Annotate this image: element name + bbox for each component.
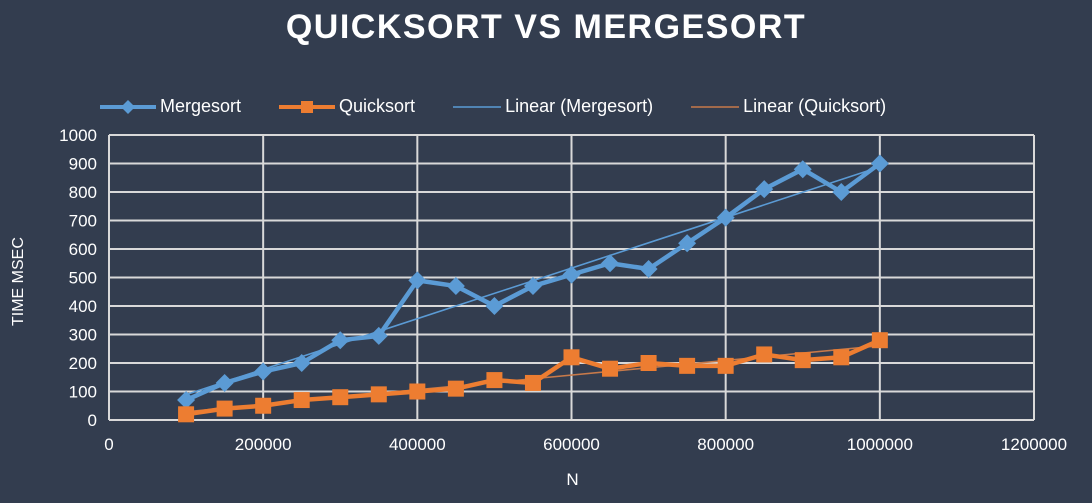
square-marker: [640, 355, 657, 371]
diamond-marker: [331, 331, 350, 350]
y-tick-label: 600: [69, 240, 97, 259]
y-tick-label: 1000: [59, 126, 97, 145]
square-marker: [524, 374, 541, 391]
legend-item-quicksort: Quicksort: [279, 96, 415, 117]
diamond-marker: [254, 362, 273, 381]
square-marker: [178, 406, 195, 423]
legend-label: Linear (Quicksort): [743, 96, 887, 116]
diamond-marker: [755, 180, 774, 199]
y-tick-label: 500: [69, 269, 97, 288]
y-tick-label: 300: [69, 326, 97, 345]
trendline-icon: [691, 105, 740, 108]
square-marker: [794, 352, 811, 369]
diamond-marker: [177, 391, 196, 410]
legend-label: Linear (Mergesort): [505, 96, 654, 116]
square-marker: [293, 392, 310, 409]
diamond-marker: [870, 154, 889, 173]
legend: Mergesort Quicksort Linear (Mergesort) L…: [100, 96, 924, 117]
x-tick-label: 1000000: [847, 435, 913, 454]
legend-item-linear-mergesort: Linear (Mergesort): [453, 96, 653, 117]
y-tick-label: 100: [69, 383, 97, 402]
y-tick-label: 900: [69, 155, 97, 174]
x-tick-label: 0: [104, 435, 113, 454]
trendline-icon: [453, 105, 502, 108]
diamond-marker-icon: [100, 99, 156, 114]
diamond-marker: [446, 277, 465, 296]
square-marker: [717, 357, 734, 374]
x-tick-label: 600000: [543, 435, 600, 454]
square-marker: [833, 349, 850, 366]
x-tick-label: 1200000: [1001, 435, 1067, 454]
diamond-marker: [485, 297, 504, 315]
y-tick-label: 400: [69, 297, 97, 316]
square-marker: [563, 349, 580, 366]
diamond-marker: [678, 234, 697, 253]
diamond-marker: [601, 254, 620, 273]
x-tick-label: 400000: [389, 435, 446, 454]
diamond-marker: [369, 326, 388, 345]
y-tick-label: 800: [69, 183, 97, 202]
x-axis-ticks: 0 200000 400000 600000 800000 1000000 1200000: [104, 435, 1067, 454]
y-tick-label: 0: [88, 411, 97, 430]
y-axis-ticks: 0 100 200 300 400 500 600 700 800 900 1000: [59, 126, 97, 430]
square-marker: [602, 360, 619, 377]
legend-label: Mergesort: [160, 96, 242, 116]
y-tick-label: 200: [69, 354, 97, 373]
square-marker: [756, 346, 773, 363]
diamond-marker: [639, 259, 658, 278]
diamond-marker: [215, 373, 234, 392]
diamond-marker: [408, 271, 427, 290]
gridlines: [108, 134, 1035, 421]
diamond-marker: [832, 183, 851, 201]
square-marker: [679, 357, 696, 374]
legend-item-linear-quicksort: Linear (Quicksort): [691, 96, 886, 117]
x-axis-label: N: [566, 470, 579, 489]
square-marker: [255, 397, 272, 414]
diamond-marker: [793, 160, 812, 179]
diamond-marker: [523, 277, 542, 296]
diamond-marker: [562, 265, 581, 284]
square-marker-icon: [279, 100, 336, 113]
data-series: [177, 154, 889, 423]
square-marker: [409, 383, 426, 400]
square-marker: [332, 389, 349, 406]
square-marker: [871, 332, 888, 349]
legend-item-mergesort: Mergesort: [100, 96, 241, 117]
square-marker: [447, 380, 464, 397]
y-tick-label: 700: [69, 212, 97, 231]
square-marker: [370, 386, 387, 403]
x-tick-label: 800000: [697, 435, 754, 454]
diamond-marker: [292, 354, 311, 372]
chart-title: QUICKSORT VS MERGESORT: [285, 8, 807, 46]
square-marker: [486, 372, 503, 389]
legend-label: Quicksort: [339, 96, 416, 116]
diamond-marker: [716, 208, 735, 227]
square-marker: [216, 400, 233, 417]
x-tick-label: 200000: [235, 435, 292, 454]
